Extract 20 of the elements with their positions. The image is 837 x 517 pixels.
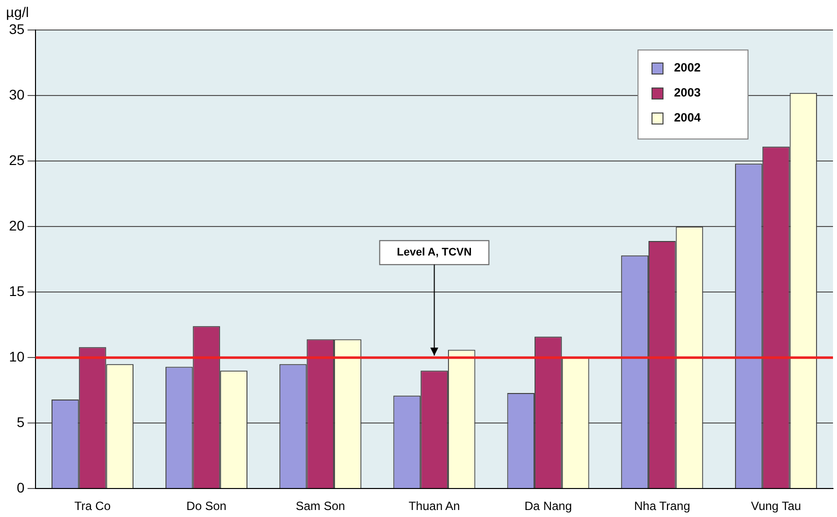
y-axis-title: µg/l <box>6 4 29 20</box>
y-tick-label: 30 <box>8 86 25 102</box>
x-tick-label: Thuan An <box>408 499 460 514</box>
legend-label: 2003 <box>674 85 702 100</box>
x-tick-label: Do Son <box>186 499 226 514</box>
y-tick-label: 0 <box>16 479 25 496</box>
legend-label: 2004 <box>674 110 702 124</box>
x-tick-label: Nha Trang <box>634 499 690 514</box>
x-tick-label: Tra Co <box>74 499 111 514</box>
x-tick-label: Da Nang <box>524 499 572 514</box>
y-tick-label: 25 <box>8 152 25 168</box>
x-tick-label: Sam Son <box>296 499 346 514</box>
y-tick-label: 15 <box>8 282 25 299</box>
annotation: Level A, TCVN <box>396 246 472 259</box>
legend-label: 2002 <box>674 60 702 74</box>
y-tick-label: 5 <box>16 414 25 430</box>
y-tick-label: 35 <box>8 20 25 37</box>
y-tick-label: 10 <box>8 348 25 364</box>
x-tick-label: Vung Tau <box>751 499 802 514</box>
y-tick-label: 20 <box>8 217 25 234</box>
